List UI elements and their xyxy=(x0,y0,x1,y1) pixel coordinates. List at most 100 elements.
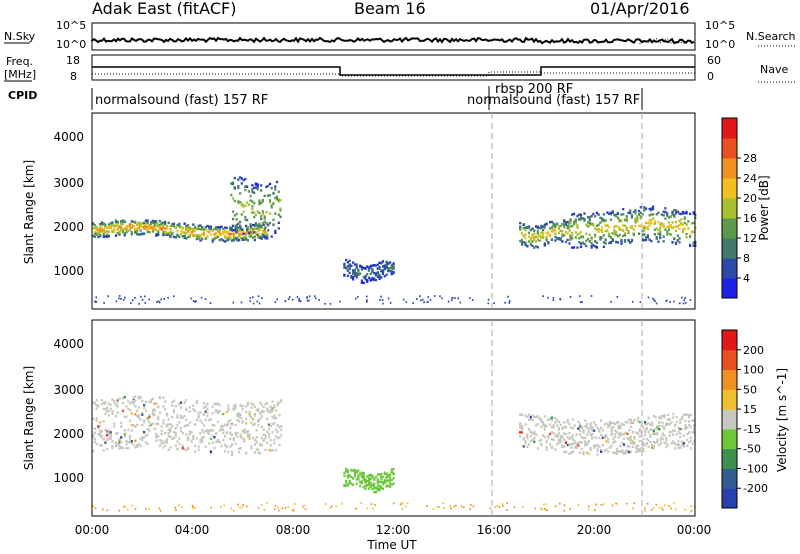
echo-cell xyxy=(639,211,642,214)
echo-cell xyxy=(243,238,246,241)
echo-cell xyxy=(677,443,680,446)
echo-cell xyxy=(557,237,560,240)
echo-cell xyxy=(346,469,349,472)
echo-cell xyxy=(188,233,191,237)
echo-cell xyxy=(608,446,611,449)
echo-cell xyxy=(641,213,644,216)
echo-cell xyxy=(538,417,541,421)
echo-cell xyxy=(389,473,392,477)
echo-cell xyxy=(689,299,692,301)
echo-cell xyxy=(641,229,644,233)
echo-cell xyxy=(623,239,627,242)
echo-cell xyxy=(246,430,249,433)
echo-cell xyxy=(657,232,660,235)
echo-cell xyxy=(536,415,539,418)
echo-cell xyxy=(378,277,381,280)
echo-cell xyxy=(592,244,595,247)
echo-cell xyxy=(123,429,126,432)
echo-cell xyxy=(592,212,595,216)
echo-cell xyxy=(587,238,590,241)
echo-cell xyxy=(526,445,529,448)
echo-cell xyxy=(261,221,264,225)
echo-cell xyxy=(671,241,674,244)
echo-cell xyxy=(690,222,693,225)
echo-cell xyxy=(376,275,379,278)
echo-cell xyxy=(222,438,225,442)
echo-cell xyxy=(266,417,269,421)
echo-cell xyxy=(664,211,667,214)
echo-cell xyxy=(274,229,277,233)
echo-cell xyxy=(183,447,186,451)
echo-cell xyxy=(278,509,280,512)
velocity-tick-label: -50 xyxy=(743,443,761,456)
echo-cell xyxy=(506,509,508,511)
echo-cell xyxy=(595,224,598,227)
echo-cell xyxy=(241,230,244,233)
echo-cell xyxy=(655,237,658,240)
echo-cell xyxy=(526,415,529,419)
echo-cell xyxy=(247,232,250,235)
echo-cell xyxy=(120,220,123,223)
echo-cell xyxy=(137,416,140,419)
echo-cell xyxy=(613,225,616,228)
echo-cell xyxy=(684,424,687,427)
echo-cell xyxy=(600,433,603,436)
echo-cell xyxy=(550,437,553,441)
echo-cell xyxy=(164,400,167,403)
echo-cell xyxy=(602,218,605,222)
echo-cell xyxy=(591,429,594,432)
echo-cell xyxy=(673,429,677,432)
echo-cell xyxy=(634,209,637,212)
echo-cell xyxy=(111,446,114,450)
echo-cell xyxy=(176,440,179,443)
echo-cell xyxy=(362,266,365,270)
echo-cell xyxy=(95,417,98,420)
echo-cell xyxy=(116,443,119,446)
echo-cell xyxy=(95,233,98,237)
echo-cell xyxy=(657,240,660,243)
echo-cell xyxy=(185,407,188,410)
echo-cell xyxy=(277,199,280,202)
echo-cell xyxy=(240,213,243,216)
echo-cell xyxy=(674,241,678,245)
echo-cell xyxy=(249,300,251,303)
echo-cell xyxy=(601,217,604,220)
echo-cell xyxy=(274,428,278,432)
echo-cell xyxy=(143,419,146,422)
echo-cell xyxy=(230,507,232,510)
power-tick-label: 20 xyxy=(743,192,757,205)
echo-cell xyxy=(630,214,634,217)
echo-cell xyxy=(645,423,648,426)
echo-cell xyxy=(540,224,543,227)
echo-cell xyxy=(137,221,140,225)
echo-cell xyxy=(256,210,259,213)
echo-cell xyxy=(691,430,694,434)
echo-cell xyxy=(267,229,270,232)
echo-cell xyxy=(259,417,262,420)
echo-cell xyxy=(673,424,677,427)
echo-cell xyxy=(162,419,165,422)
echo-cell xyxy=(264,233,267,236)
power-swatch xyxy=(722,258,737,279)
echo-cell xyxy=(237,200,240,203)
echo-cell xyxy=(661,414,664,418)
echo-cell xyxy=(155,422,158,425)
echo-cell xyxy=(613,232,616,236)
echo-cell xyxy=(689,439,692,443)
echo-cell xyxy=(109,435,112,438)
echo-cell xyxy=(179,226,183,229)
echo-cell xyxy=(273,404,276,407)
echo-cell xyxy=(652,297,654,300)
echo-cell xyxy=(185,408,188,412)
echo-cell xyxy=(121,219,125,222)
echo-cell xyxy=(563,426,566,429)
echo-cell xyxy=(660,213,663,216)
echo-cell xyxy=(223,423,227,426)
echo-cell xyxy=(158,220,161,223)
echo-cell xyxy=(139,395,142,399)
echo-cell xyxy=(271,416,274,419)
echo-cell xyxy=(236,419,239,422)
echo-cell xyxy=(93,431,96,435)
echo-cell xyxy=(557,420,560,424)
echo-cell xyxy=(216,440,220,443)
